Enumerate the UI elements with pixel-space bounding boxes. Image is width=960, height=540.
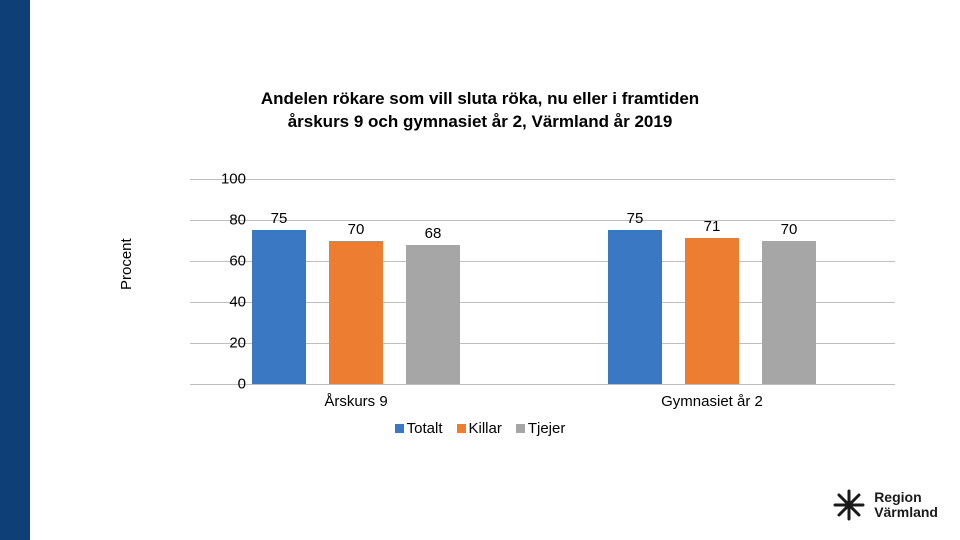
- legend-swatch: [516, 424, 525, 433]
- bar: [762, 241, 816, 385]
- brand-line2: Värmland: [874, 505, 938, 520]
- bar-value-label: 70: [348, 221, 365, 238]
- bar: [685, 238, 739, 384]
- bar: [329, 241, 383, 385]
- legend-label: Totalt: [407, 420, 443, 437]
- bar-value-label: 70: [781, 221, 798, 238]
- y-tick-label: 40: [206, 294, 246, 311]
- legend: Totalt Killar Tjejer: [0, 420, 960, 437]
- legend-swatch: [395, 424, 404, 433]
- accent-bar: [0, 0, 30, 540]
- legend-label: Tjejer: [528, 420, 566, 437]
- brand-text: Region Värmland: [874, 490, 938, 519]
- chart-title-line2: årskurs 9 och gymnasiet år 2, Värmland å…: [0, 111, 960, 134]
- y-tick-label: 100: [206, 171, 246, 188]
- gridline: [190, 179, 895, 180]
- chart-title: Andelen rökare som vill sluta röka, nu e…: [0, 88, 960, 134]
- legend-label: Killar: [469, 420, 502, 437]
- bar-value-label: 75: [627, 210, 644, 227]
- bar-value-label: 71: [704, 218, 721, 235]
- bar: [406, 245, 460, 384]
- brand-line1: Region: [874, 490, 938, 505]
- y-axis-label: Procent: [118, 238, 135, 290]
- bar-chart: [190, 179, 895, 384]
- legend-swatch: [457, 424, 466, 433]
- brand-logo: Region Värmland: [832, 488, 938, 522]
- category-label: Årskurs 9: [324, 393, 387, 410]
- bar: [252, 230, 306, 384]
- asterisk-icon: [832, 488, 866, 522]
- y-tick-label: 20: [206, 335, 246, 352]
- bar-value-label: 75: [271, 210, 288, 227]
- y-tick-label: 80: [206, 212, 246, 229]
- chart-title-line1: Andelen rökare som vill sluta röka, nu e…: [0, 88, 960, 111]
- category-label: Gymnasiet år 2: [661, 393, 763, 410]
- bar: [608, 230, 662, 384]
- y-tick-label: 60: [206, 253, 246, 270]
- x-axis-line: [190, 384, 895, 385]
- y-tick-label: 0: [206, 376, 246, 393]
- bar-value-label: 68: [425, 225, 442, 242]
